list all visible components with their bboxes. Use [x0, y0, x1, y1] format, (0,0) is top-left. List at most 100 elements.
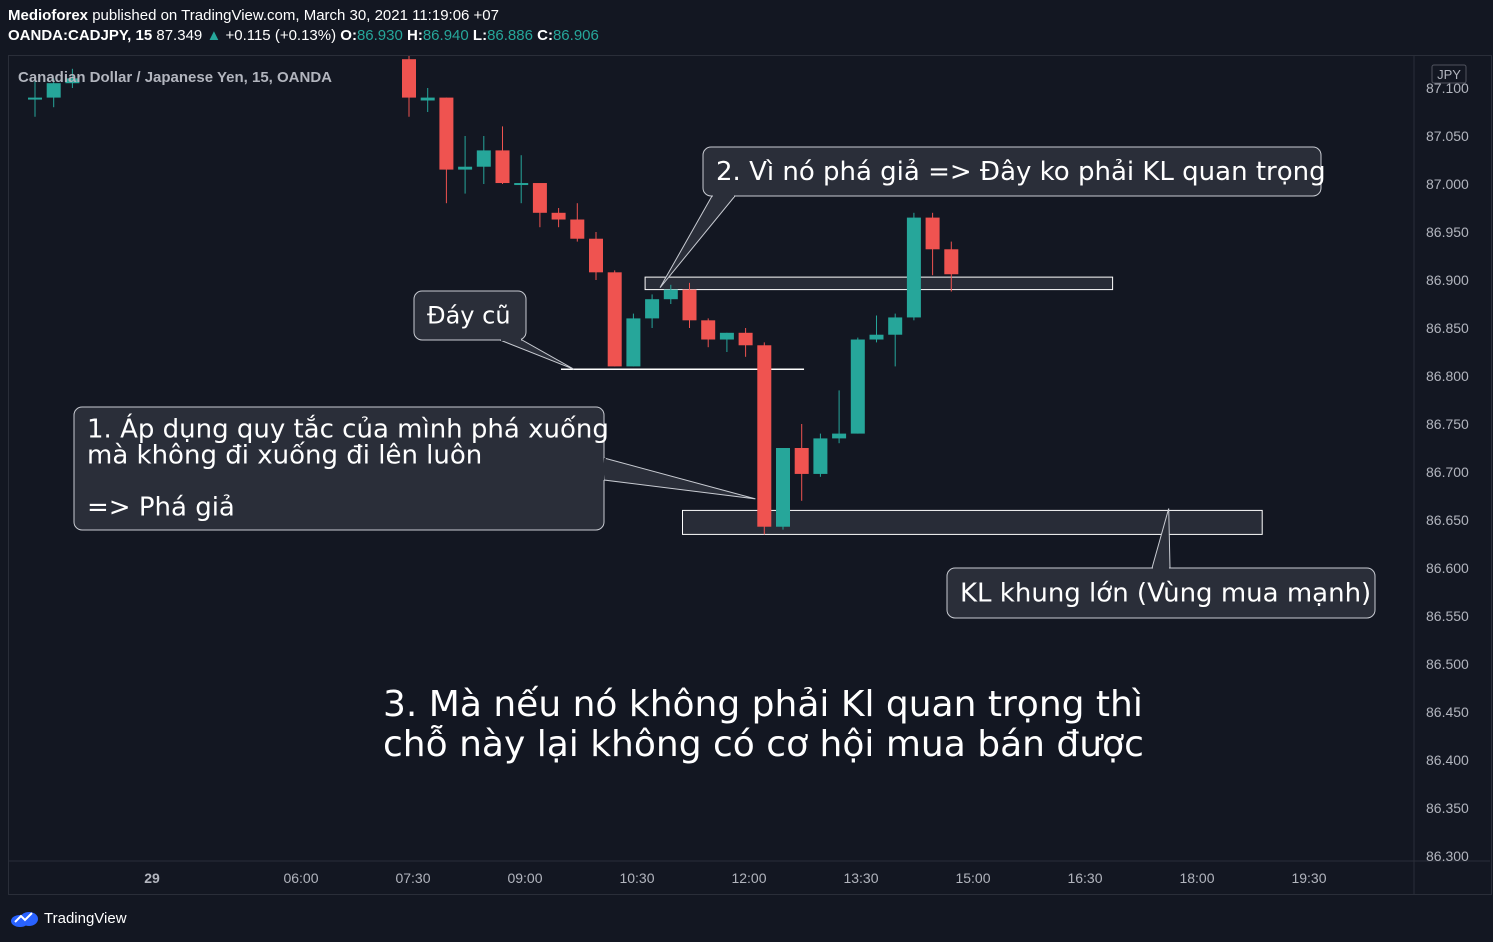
- candle-body: [757, 345, 772, 527]
- candle-body: [626, 318, 641, 367]
- candle: [794, 424, 809, 501]
- high-value: 86.940: [422, 27, 469, 44]
- candle: [65, 68, 80, 88]
- candle: [888, 313, 903, 367]
- footer-brand[interactable]: TradingView: [10, 908, 127, 928]
- callout-fake-break: 2. Vì nó phá giả => Đây ko phải KL quan …: [659, 146, 1326, 288]
- candle-body: [701, 320, 716, 340]
- brand-name: TradingView: [44, 909, 127, 927]
- candle: [476, 136, 491, 184]
- callout-text: => Phá giả: [87, 492, 235, 522]
- candle-body: [46, 83, 61, 98]
- candle: [850, 337, 865, 434]
- candle-body: [28, 97, 42, 100]
- candle-body: [813, 438, 828, 474]
- callout-text: 1. Áp dụng quy tắc của mình phá xuống: [87, 412, 609, 444]
- candle: [28, 78, 42, 117]
- candle: [570, 203, 585, 242]
- candle: [439, 97, 454, 204]
- symbol-name[interactable]: OANDA:CADJPY, 15: [8, 27, 153, 44]
- x-tick-label: 16:30: [1067, 870, 1102, 886]
- candle: [645, 294, 660, 328]
- open-label: O:: [340, 27, 357, 44]
- y-tick-label: 86.950: [1426, 224, 1469, 240]
- chart-title: Canadian Dollar / Japanese Yen, 15, OAND…: [18, 69, 332, 86]
- candle: [532, 183, 547, 228]
- resistance-zone: [644, 276, 1114, 291]
- candle: [832, 390, 847, 444]
- tradingview-logo-icon: [11, 912, 38, 927]
- x-tick-label: 13:30: [843, 870, 878, 886]
- candle-body: [458, 166, 473, 170]
- chart-frame: [8, 55, 1492, 895]
- candle: [925, 212, 940, 276]
- candle-body: [607, 272, 622, 367]
- candle-body: [495, 150, 510, 184]
- callout-pointer: [499, 339, 575, 370]
- y-tick-label: 86.600: [1426, 560, 1469, 576]
- y-tick-label: 87.050: [1426, 128, 1469, 144]
- candle-body: [906, 217, 921, 318]
- candle-body: [869, 334, 884, 340]
- chart-header: Medioforex published on TradingView.com,…: [8, 6, 599, 46]
- candle-body: [794, 448, 809, 474]
- y-tick-label: 86.700: [1426, 464, 1469, 480]
- candle: [869, 315, 884, 343]
- candle: [813, 433, 828, 477]
- x-tick-label: 09:00: [507, 870, 542, 886]
- up-arrow-icon: ▲: [206, 27, 222, 44]
- candle: [738, 328, 753, 357]
- annotation-text: 3. Mà nếu nó không phải Kl quan trọng th…: [383, 684, 1143, 725]
- candle: [607, 270, 622, 367]
- author-name[interactable]: Medioforex: [8, 7, 89, 24]
- candle-body: [551, 212, 566, 220]
- candle-body: [738, 332, 753, 346]
- symbol-legend: OANDA:CADJPY, 15 87.349 ▲ +0.115 (+0.13%…: [8, 26, 599, 46]
- candle: [514, 155, 529, 204]
- annotation-text: chỗ này lại không có cơ hội mua bán được: [383, 724, 1144, 765]
- candle-body: [944, 249, 959, 275]
- candle-body: [645, 299, 660, 319]
- y-tick-label: 86.350: [1426, 800, 1469, 816]
- candle: [757, 342, 772, 535]
- y-tick-label: 87.000: [1426, 176, 1469, 192]
- candle-body: [776, 448, 790, 527]
- currency-badge-box: [1431, 64, 1467, 84]
- last-price: 87.349: [156, 27, 203, 44]
- plot-area: [28, 56, 1263, 535]
- candle-body: [888, 317, 903, 335]
- x-tick-label: 10:30: [619, 870, 654, 886]
- price-change: +0.115 (+0.13%): [225, 27, 337, 44]
- y-tick-label: 86.650: [1426, 512, 1469, 528]
- candle: [719, 332, 734, 352]
- candle-body: [65, 78, 80, 84]
- x-tick-label: 15:00: [955, 870, 990, 886]
- callout-box: [702, 146, 1322, 197]
- y-tick-label: 86.750: [1426, 416, 1469, 432]
- candle: [626, 313, 641, 367]
- callout-pointer: [659, 195, 737, 288]
- callout-demand: KL khung lớn (Vùng mua mạnh): [946, 508, 1376, 619]
- y-tick-label: 86.400: [1426, 752, 1469, 768]
- callout-text: mà không đi xuống đi lên luôn: [87, 440, 482, 470]
- candle-body: [439, 97, 454, 170]
- callout-text: Đáy cũ: [427, 301, 511, 329]
- y-tick-label: 86.900: [1426, 272, 1469, 288]
- low-value: 86.886: [487, 27, 533, 44]
- candle: [420, 88, 435, 112]
- close-value: 86.906: [552, 27, 599, 44]
- open-value: 86.930: [356, 27, 403, 44]
- candle: [776, 448, 790, 530]
- candle-body: [663, 289, 678, 300]
- candle-body: [532, 183, 547, 213]
- callout-day-cu: Đáy cũ: [413, 290, 575, 370]
- y-tick-label: 86.550: [1426, 608, 1469, 624]
- candle-body: [420, 97, 435, 101]
- candle: [589, 232, 603, 280]
- callout-pointer: [603, 457, 756, 500]
- candle: [663, 284, 678, 304]
- callout-text: KL khung lớn (Vùng mua mạnh): [960, 578, 1371, 608]
- callout-box: [413, 290, 527, 341]
- candle-body: [850, 339, 865, 434]
